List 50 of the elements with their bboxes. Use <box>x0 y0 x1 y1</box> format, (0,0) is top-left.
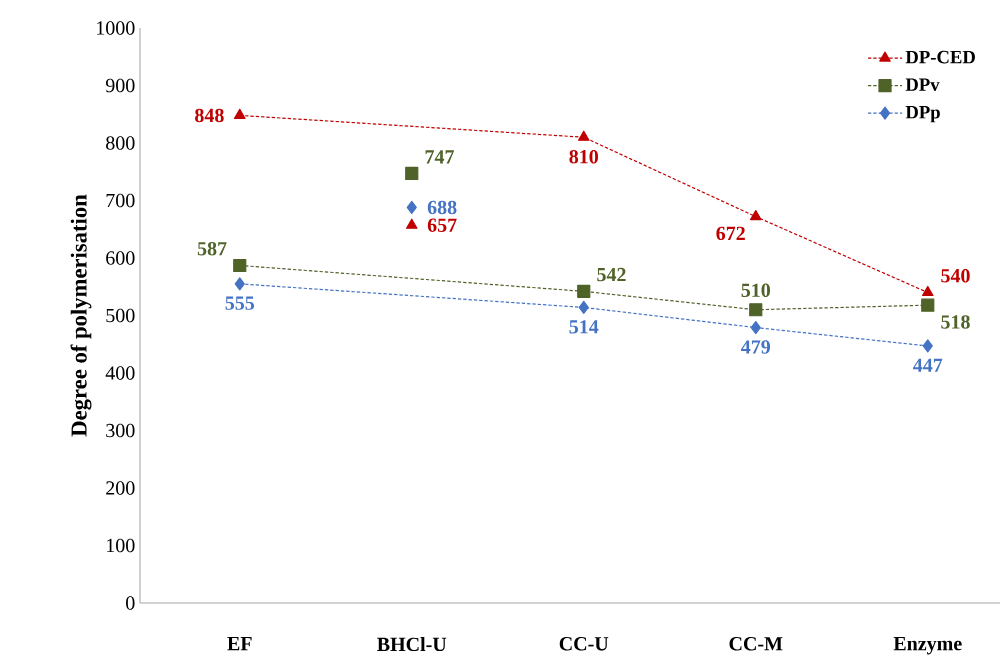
point <box>578 300 589 315</box>
y-tick-label: 600 <box>106 251 135 265</box>
data-label: 510 <box>741 283 771 298</box>
x-tick-label: BHCl-U <box>377 637 447 652</box>
y-tick-label: 800 <box>106 136 135 150</box>
data-label: 587 <box>197 241 227 256</box>
data-label: 447 <box>913 358 943 372</box>
y-tick-label: 0 <box>126 596 135 610</box>
x-tick-label: EF <box>227 637 252 651</box>
y-axis-title: Degree of polymerisation <box>70 194 92 437</box>
data-label: 688 <box>427 200 457 215</box>
data-label: 848 <box>195 108 224 123</box>
data-label: 747 <box>425 150 454 164</box>
point <box>233 258 247 273</box>
data-label: 514 <box>569 320 599 334</box>
point <box>750 320 761 335</box>
point <box>406 200 417 214</box>
point <box>233 108 246 119</box>
data-label: 542 <box>597 267 626 282</box>
point <box>577 130 590 141</box>
legend-label: DPp <box>905 106 940 123</box>
x-tick-label: CC-U <box>559 637 609 651</box>
y-tick-label: 200 <box>106 481 135 495</box>
y-tick-label: 900 <box>105 78 135 93</box>
point <box>921 285 934 297</box>
point <box>749 303 763 317</box>
y-tick-label: 100 <box>107 538 135 553</box>
point <box>405 166 419 181</box>
point <box>749 210 762 221</box>
data-label: 479 <box>741 340 771 354</box>
point <box>922 339 933 353</box>
y-tick-label: 400 <box>105 366 135 380</box>
x-tick-label: Enzyme <box>893 637 962 655</box>
x-tick-label: CC-M <box>729 637 783 651</box>
legend-label: DPv <box>905 78 940 91</box>
point <box>234 277 245 291</box>
y-tick-label: 700 <box>106 193 135 208</box>
data-label: 555 <box>225 296 255 310</box>
point <box>405 218 418 229</box>
data-label: 518 <box>941 315 970 329</box>
y-tick-label: 1000 <box>97 21 135 35</box>
data-label: 810 <box>569 149 599 164</box>
legend-label: DP-CED <box>905 50 975 64</box>
point <box>577 284 591 298</box>
data-label: 540 <box>941 268 970 283</box>
data-label: 657 <box>427 218 457 232</box>
point <box>921 298 935 312</box>
y-tick-label: 300 <box>106 423 135 438</box>
data-label: 672 <box>716 226 745 241</box>
y-tick-label: 500 <box>106 308 135 323</box>
